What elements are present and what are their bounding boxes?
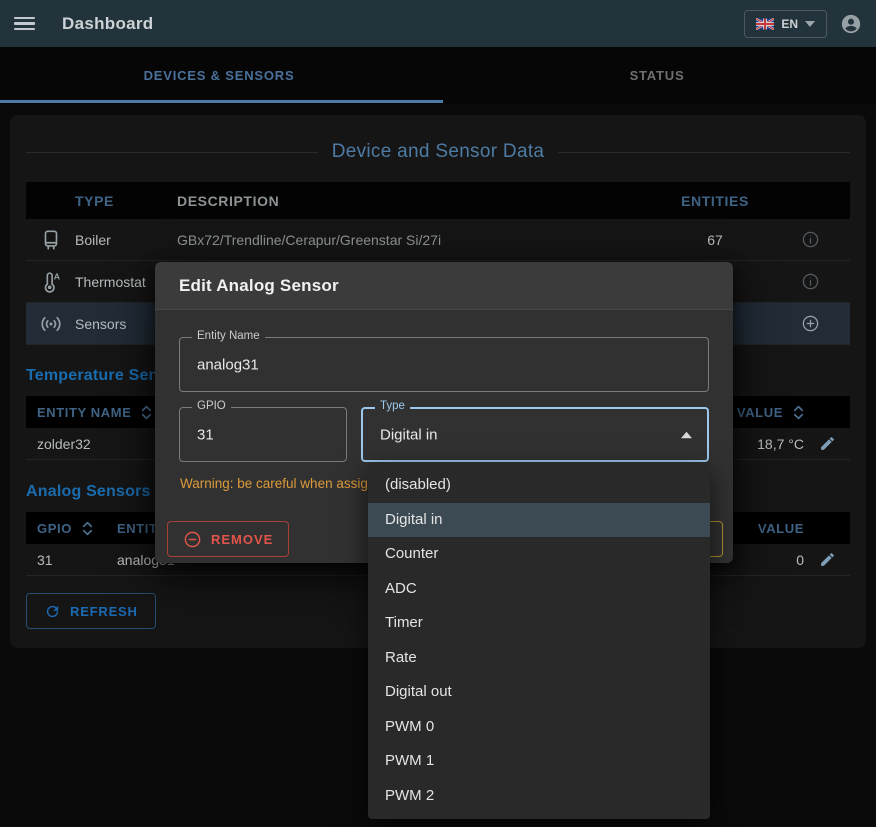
option-pwm-1[interactable]: PWM 1 — [385, 752, 435, 769]
tab-status[interactable]: STATUS — [629, 68, 685, 83]
menu-icon[interactable] — [14, 14, 35, 34]
edit-pencil-icon[interactable] — [804, 551, 850, 568]
language-label: EN — [781, 16, 798, 31]
gpio-field[interactable]: GPIO 31 — [179, 400, 347, 462]
option-digital-out[interactable]: Digital out — [385, 683, 452, 700]
chevron-up-icon — [681, 431, 692, 438]
remove-button[interactable]: REMOVE — [167, 521, 290, 557]
column-header-description: DESCRIPTION — [177, 192, 280, 209]
analog-sensors-heading: Analog Sensors — [26, 483, 151, 500]
uk-flag-icon — [756, 17, 775, 30]
edit-pencil-icon[interactable] — [804, 435, 850, 452]
user-avatar[interactable] — [840, 13, 862, 35]
type-select[interactable]: Type Digital in — [361, 400, 709, 462]
option-rate[interactable]: Rate — [385, 648, 417, 666]
panel-title-row: Device and Sensor Data — [26, 141, 850, 163]
remove-label: REMOVE — [211, 531, 274, 547]
type-label: Type — [375, 400, 410, 412]
gpio-value: 31 — [197, 426, 214, 443]
page-title: Dashboard — [62, 13, 154, 33]
dialog-title: Edit Analog Sensor — [179, 275, 339, 295]
gpio-label: GPIO — [192, 400, 231, 412]
device-description: GBx72/Trendline/Cerapur/Greenstar Si/27i — [177, 231, 442, 248]
tab-devices-sensors[interactable]: DEVICES & SENSORS — [0, 47, 443, 104]
option-counter[interactable]: Counter — [385, 545, 439, 562]
option-pwm-0[interactable]: PWM 0 — [385, 717, 435, 735]
device-type: Boiler — [75, 231, 111, 248]
option-adc[interactable]: ADC — [385, 579, 417, 597]
entity-name-field[interactable]: Entity Name analog31 — [179, 330, 709, 392]
option-timer[interactable]: Timer — [385, 614, 423, 631]
svg-text:A: A — [53, 271, 60, 281]
language-selector[interactable]: EN — [744, 9, 827, 38]
sensor-entity-name: zolder32 — [37, 435, 91, 452]
type-dropdown-menu: (disabled) Digital in Counter ADC Timer … — [368, 462, 710, 819]
app-bar: Dashboard EN — [0, 0, 876, 47]
entity-name-value: analog31 — [197, 356, 259, 373]
chevron-down-icon — [805, 20, 815, 27]
refresh-label: REFRESH — [70, 603, 138, 619]
info-icon[interactable] — [770, 230, 850, 249]
sensors-icon — [26, 312, 75, 336]
option-pwm-2[interactable]: PWM 2 — [385, 786, 435, 804]
table-row-boiler[interactable]: Boiler GBx72/Trendline/Cerapur/Greenstar… — [26, 219, 850, 261]
minus-circle-icon — [183, 530, 202, 549]
sort-icon[interactable] — [82, 521, 93, 536]
sensor-gpio: 31 — [37, 551, 53, 568]
type-value: Digital in — [380, 426, 438, 443]
sensor-value: 18,7 °C — [757, 435, 804, 452]
device-entities-count: 67 — [707, 231, 723, 248]
panel-title: Device and Sensor Data — [331, 141, 545, 162]
add-entity-icon[interactable] — [770, 314, 850, 333]
thermostat-icon: A — [26, 271, 75, 293]
boiler-icon — [26, 229, 75, 251]
device-type: Thermostat — [75, 273, 146, 290]
column-header-value[interactable]: VALUE — [736, 404, 783, 420]
devices-table-header: TYPE DESCRIPTION ENTITIES — [26, 182, 850, 219]
sort-icon[interactable] — [793, 405, 804, 420]
column-header-value[interactable]: VALUE — [757, 520, 804, 536]
sensor-value: 0 — [796, 551, 804, 568]
info-icon[interactable] — [770, 272, 850, 291]
column-header-entities: ENTITIES — [681, 192, 749, 209]
tab-bar: DEVICES & SENSORS STATUS — [0, 47, 876, 104]
gpio-warning-text: Warning: be careful when assig — [180, 476, 368, 491]
sort-icon[interactable] — [141, 405, 152, 420]
column-header-entity-name[interactable]: ENTITY NAME — [37, 404, 132, 420]
option-disabled[interactable]: (disabled) — [385, 476, 451, 493]
dialog-header: Edit Analog Sensor — [155, 262, 733, 310]
option-digital-in[interactable]: Digital in — [368, 502, 710, 537]
refresh-icon — [44, 603, 61, 620]
device-type: Sensors — [75, 315, 127, 332]
column-header-gpio[interactable]: GPIO — [37, 520, 72, 536]
column-header-type: TYPE — [75, 192, 114, 209]
refresh-button[interactable]: REFRESH — [26, 593, 156, 629]
temperature-sensors-heading: Temperature Sensors — [26, 367, 194, 384]
entity-name-label: Entity Name — [192, 330, 265, 342]
